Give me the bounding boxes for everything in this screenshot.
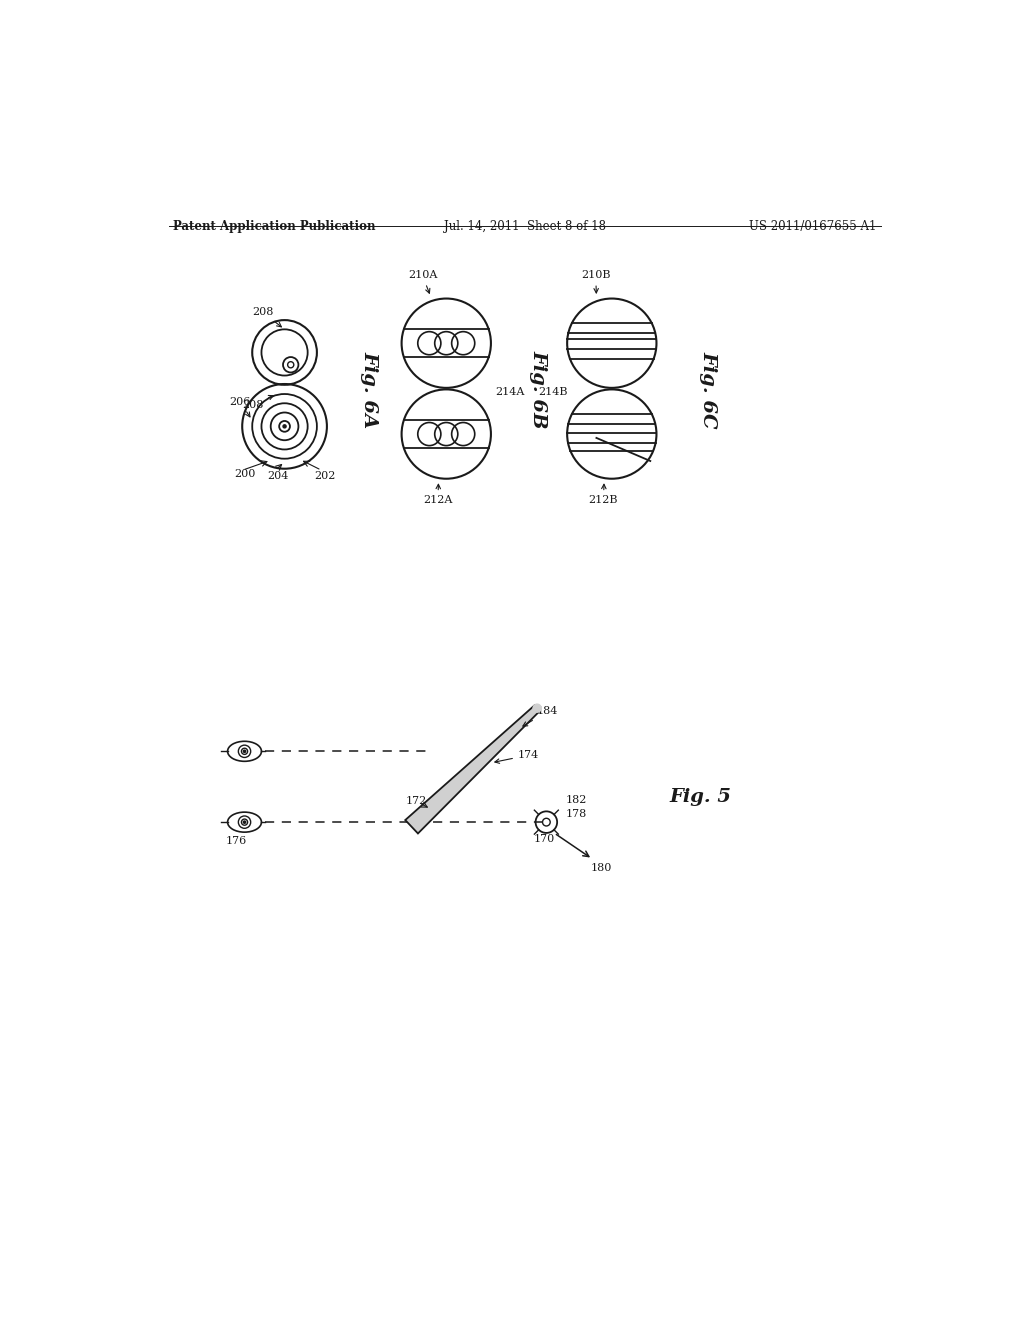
- Circle shape: [244, 821, 246, 824]
- Text: 204: 204: [267, 471, 289, 482]
- Text: 176: 176: [225, 836, 247, 846]
- Text: 174: 174: [495, 750, 539, 763]
- Polygon shape: [406, 705, 540, 833]
- Text: Patent Application Publication: Patent Application Publication: [173, 220, 376, 234]
- Text: 212B: 212B: [589, 484, 618, 506]
- Text: 178: 178: [565, 809, 587, 820]
- Text: 182: 182: [565, 795, 587, 805]
- Text: 172: 172: [406, 796, 427, 807]
- Text: 208: 208: [243, 396, 273, 409]
- Text: Fig. 6A: Fig. 6A: [360, 351, 378, 428]
- Text: 214A: 214A: [495, 388, 524, 397]
- Circle shape: [534, 705, 541, 711]
- Text: Fig. 5: Fig. 5: [670, 788, 731, 807]
- Text: 180: 180: [591, 863, 612, 874]
- Text: 206: 206: [229, 397, 251, 417]
- Text: 210B: 210B: [581, 271, 610, 293]
- Text: 214B: 214B: [538, 388, 567, 397]
- Circle shape: [244, 750, 246, 752]
- Text: Fig. 6B: Fig. 6B: [529, 350, 548, 429]
- Text: 200: 200: [234, 469, 256, 479]
- Text: US 2011/0167655 A1: US 2011/0167655 A1: [750, 220, 877, 234]
- Text: 208: 208: [252, 308, 282, 327]
- Text: 184: 184: [523, 706, 558, 726]
- Text: 170: 170: [534, 834, 555, 843]
- Text: 210A: 210A: [408, 271, 437, 293]
- Text: Fig. 6C: Fig. 6C: [699, 351, 717, 428]
- Text: 212A: 212A: [423, 484, 453, 506]
- Text: Jul. 14, 2011  Sheet 8 of 18: Jul. 14, 2011 Sheet 8 of 18: [443, 220, 606, 234]
- Circle shape: [283, 425, 286, 428]
- Text: 202: 202: [313, 471, 335, 482]
